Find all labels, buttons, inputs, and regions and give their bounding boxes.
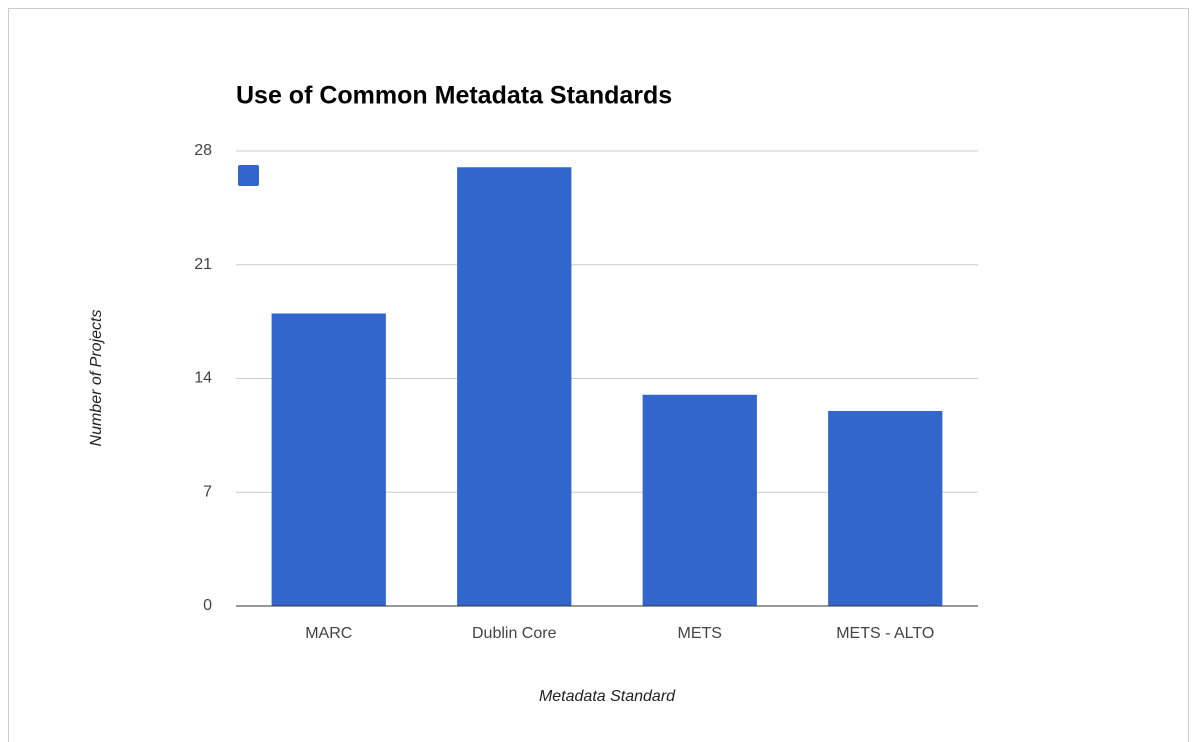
y-tick-label: 21 [194, 256, 212, 273]
x-tick-label: Dublin Core [472, 625, 557, 642]
x-axis-label: Metadata Standard [539, 688, 676, 705]
bar [642, 394, 757, 606]
y-axis-label: Number of Projects [88, 310, 105, 447]
bar [457, 167, 572, 606]
chart-title: Use of Common Metadata Standards [236, 82, 672, 110]
y-tick-label: 28 [194, 142, 212, 159]
y-tick-label: 0 [203, 597, 212, 614]
y-tick-label: 14 [194, 370, 212, 387]
frame [8, 8, 1189, 742]
legend-swatch [238, 165, 259, 186]
bar [828, 411, 943, 606]
bar [271, 313, 386, 606]
y-tick-label: 7 [203, 483, 212, 500]
x-tick-label: METS [678, 625, 722, 642]
x-tick-label: MARC [305, 625, 352, 642]
x-tick-label: METS - ALTO [836, 625, 934, 642]
